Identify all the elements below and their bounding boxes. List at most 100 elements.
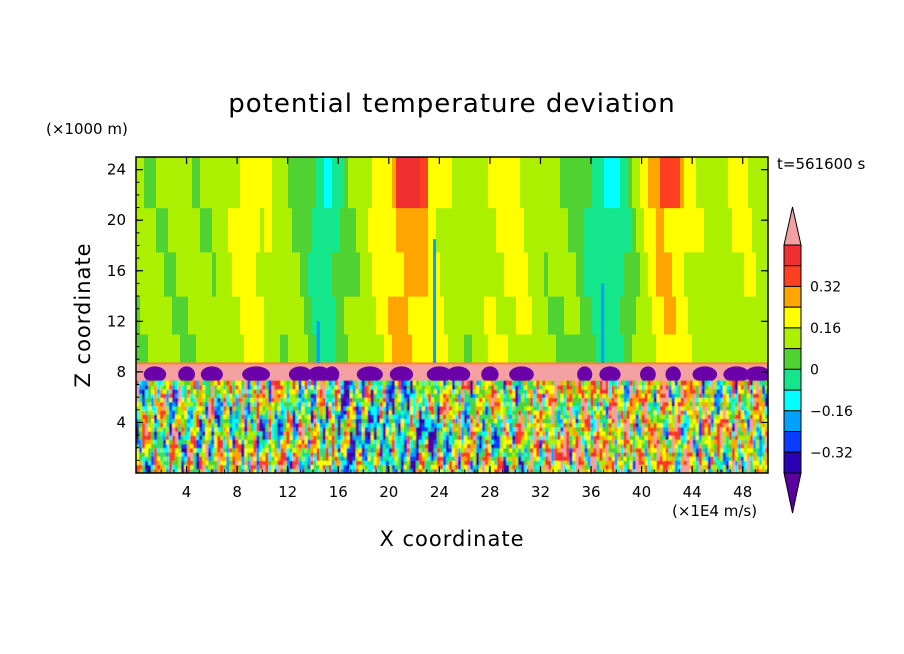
field-cell [373,439,378,445]
field-cell [352,443,357,449]
field-cell [142,443,146,449]
field-cell [370,405,375,411]
field-cell [500,452,504,457]
field-cell [241,443,245,449]
field-cell [235,447,239,453]
field-cell [488,422,492,428]
field-cell [295,405,300,411]
field-cell [364,468,369,473]
field-cell [181,410,185,415]
field-cell [560,414,564,419]
field-cell [343,456,348,461]
field-cell [199,439,203,445]
field-cell [355,405,360,411]
field-cell [331,384,336,390]
field-cell [467,468,471,473]
field-cell [196,397,200,403]
field-cell [259,410,263,415]
field-cell [298,418,303,424]
field-cell [650,443,655,449]
field-cell [551,414,555,419]
field-cell [665,401,670,407]
field-cell [720,251,725,297]
field-cell [516,157,521,209]
field-cell [515,410,519,415]
field-cell [277,422,281,428]
field-cell [509,426,513,432]
field-cell [214,405,218,411]
field-cell [409,439,414,445]
field-cell [286,384,290,390]
field-cell [461,389,465,394]
field-cell [590,447,594,453]
field-cell [211,414,215,419]
field-cell [298,426,303,432]
field-cell [539,397,543,403]
field-cell [148,447,152,453]
field-cell [328,393,333,398]
field-cell [397,435,402,440]
field-cell [636,157,641,209]
field-cell [154,401,158,407]
field-cell [322,460,327,466]
field-cell [650,393,655,398]
field-cell [385,439,390,445]
field-cell [647,460,652,466]
field-cell [653,426,658,432]
field-cell [539,389,543,394]
field-cell [626,397,631,403]
field-cell [277,389,281,394]
field-cell [560,397,564,403]
field-cell [476,157,481,209]
field-cell [527,384,531,390]
field-cell [216,157,221,209]
field-cell [388,414,393,419]
field-cell [154,384,158,390]
field-cell [388,397,393,403]
field-cell [409,405,414,411]
field-cell [533,418,537,424]
field-cell [716,207,721,253]
field-cell [226,456,230,461]
field-cell [180,251,185,297]
field-cell [617,447,622,453]
field-cell [427,422,432,428]
field-cell [680,431,685,436]
field-cell [491,410,495,415]
field-cell [235,384,239,390]
field-cell [196,157,201,209]
field-cell [744,333,749,364]
field-cell [497,422,501,428]
field-cell [647,380,652,386]
field-cell [388,393,393,398]
field-cell [226,405,230,411]
field-cell [686,447,691,453]
field-cell [199,410,203,415]
field-cell [252,207,257,253]
field-cell [157,443,161,449]
field-cell [572,251,577,297]
field-cell [256,439,260,445]
field-cell [169,447,173,453]
field-cell [659,468,664,473]
field-cell [178,405,182,411]
field-cell [337,422,342,428]
field-cell [211,443,215,449]
field-cell [295,443,300,449]
field-cell [611,380,616,386]
field-cell [674,418,679,424]
field-cell [548,447,552,453]
field-cell [286,389,290,394]
field-cell [169,380,173,386]
field-cell [334,418,339,424]
field-cell [470,468,474,473]
field-cell [492,207,497,253]
field-cell [662,464,667,470]
field-cell [430,447,435,453]
field-cell [214,435,218,440]
field-cell [576,207,581,253]
field-cell [358,464,363,470]
field-cell [244,422,248,428]
field-cell [151,468,155,473]
field-cell [229,468,233,473]
